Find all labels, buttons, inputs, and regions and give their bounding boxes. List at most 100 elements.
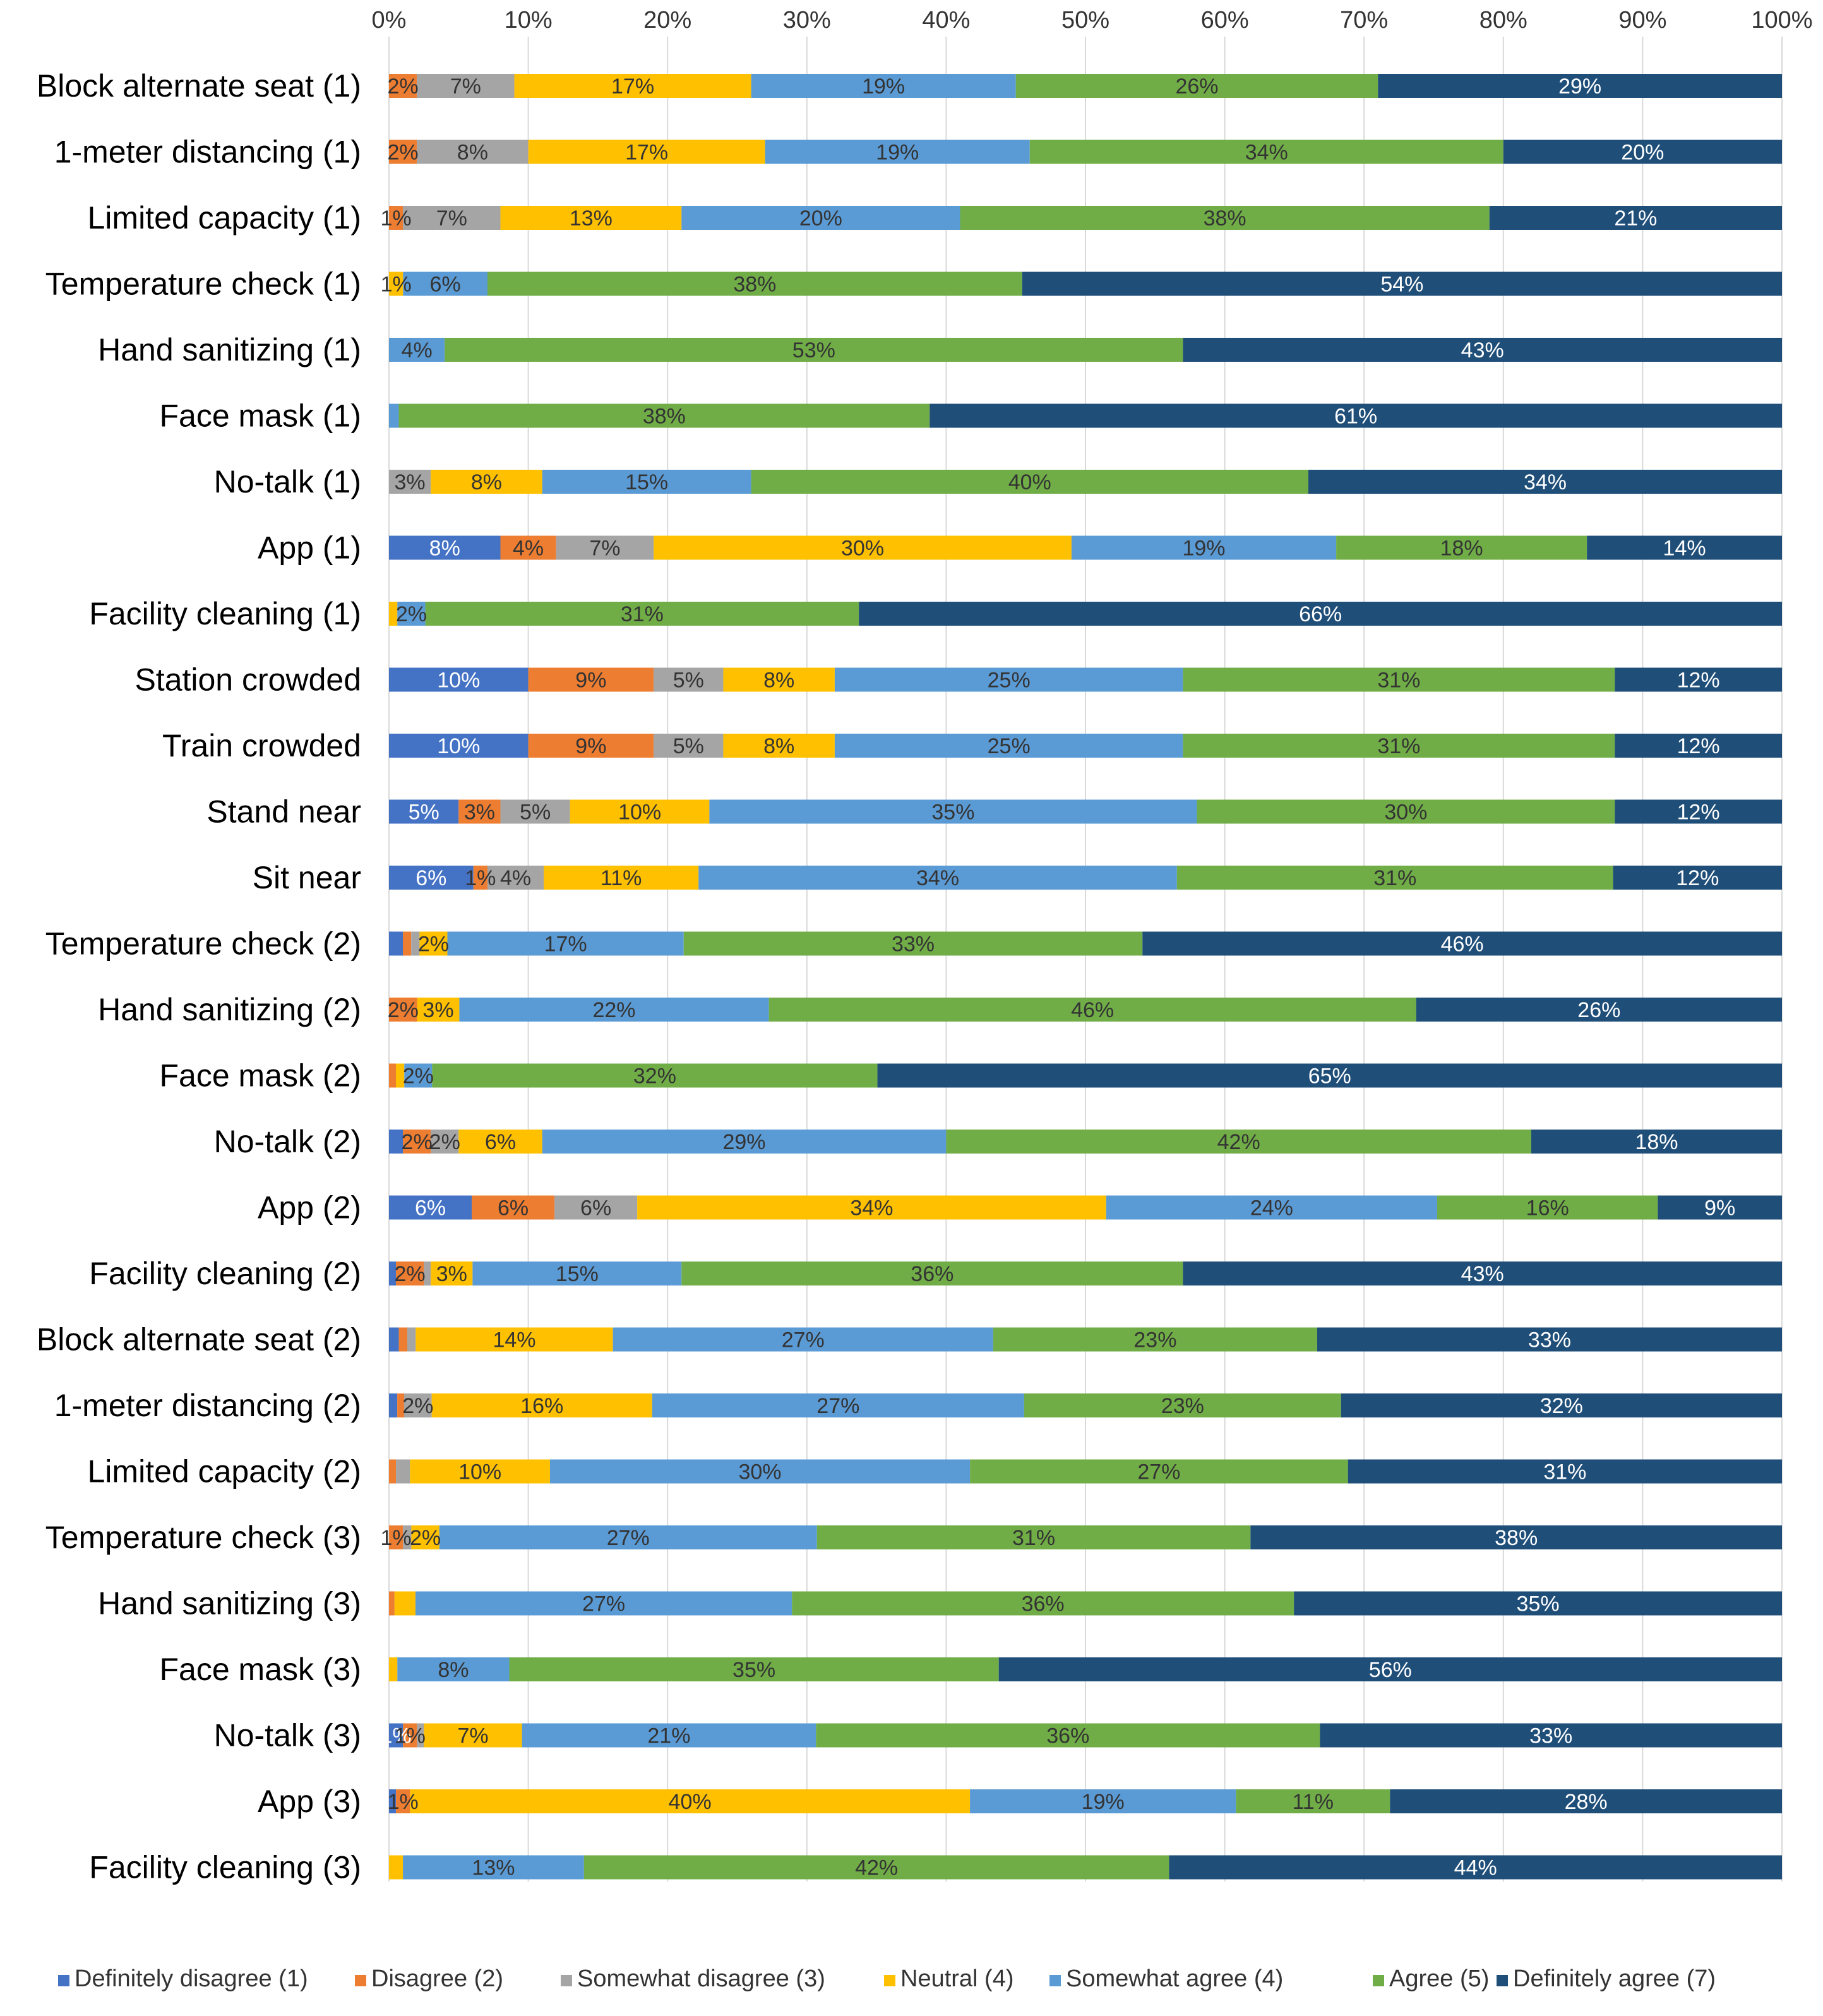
legend-label: Disagree (2) bbox=[371, 1965, 503, 1992]
bar-segment bbox=[946, 1130, 1531, 1154]
x-tick-label: 10% bbox=[505, 7, 553, 33]
legend: Definitely disagree (1) Disagree (2) Somew… bbox=[58, 1965, 1716, 1992]
category-label: Limited capacity (2) bbox=[88, 1454, 362, 1489]
category-label: Sit near bbox=[253, 860, 361, 895]
legend-swatch bbox=[1497, 1975, 1508, 1986]
data-label: 53% bbox=[792, 338, 835, 362]
data-label: 30% bbox=[841, 537, 884, 561]
data-label: 34% bbox=[850, 1196, 893, 1220]
bar-segment bbox=[768, 998, 1416, 1022]
x-tick-label: 0% bbox=[372, 7, 407, 33]
bar-segment bbox=[613, 1327, 993, 1352]
data-label: 38% bbox=[1495, 1526, 1538, 1550]
data-label: 5% bbox=[520, 801, 551, 825]
bar-segment bbox=[415, 1591, 792, 1616]
data-label: 6% bbox=[580, 1196, 611, 1220]
data-label: 9% bbox=[575, 669, 606, 693]
data-label: 11% bbox=[601, 866, 642, 890]
data-label: 1% bbox=[381, 273, 412, 297]
bar-segment bbox=[1294, 1591, 1782, 1616]
x-tick-label: 20% bbox=[643, 7, 691, 33]
bar-segment bbox=[389, 140, 417, 164]
bar-segment bbox=[1341, 1393, 1782, 1417]
data-label: 2% bbox=[387, 141, 418, 165]
data-label: 27% bbox=[582, 1592, 625, 1616]
data-label: 8% bbox=[429, 537, 460, 561]
x-tick-label: 80% bbox=[1479, 7, 1527, 33]
bar-segment bbox=[500, 535, 556, 560]
bar-segment bbox=[447, 931, 684, 956]
bar-segment bbox=[877, 1063, 1782, 1088]
data-label: 31% bbox=[1377, 734, 1420, 758]
category-label: Facility cleaning (2) bbox=[89, 1256, 361, 1291]
bar-segment bbox=[389, 1063, 397, 1088]
category-label: Facility cleaning (3) bbox=[89, 1850, 361, 1885]
bar-segment bbox=[389, 470, 431, 494]
bar-segment bbox=[404, 1393, 432, 1417]
bar-segment bbox=[528, 140, 765, 164]
data-label: 8% bbox=[438, 1658, 469, 1682]
bar-segment bbox=[396, 1459, 410, 1484]
bar-segment bbox=[389, 998, 417, 1022]
bar-segment bbox=[500, 799, 570, 824]
data-label: 12% bbox=[1677, 801, 1720, 825]
data-label: 3% bbox=[464, 801, 495, 825]
data-label: 1% bbox=[381, 1526, 412, 1550]
bar-segment bbox=[389, 74, 417, 98]
bar-segment bbox=[522, 1723, 816, 1748]
bar-segment bbox=[389, 1195, 472, 1220]
bar-segment bbox=[397, 1657, 510, 1681]
bar-segment bbox=[792, 1591, 1294, 1616]
data-label: 19% bbox=[862, 75, 905, 98]
bar-segment bbox=[751, 74, 1016, 98]
bar-segment bbox=[389, 1657, 398, 1681]
data-label: 16% bbox=[520, 1394, 563, 1418]
bar-segment bbox=[389, 1393, 398, 1417]
data-label: 30% bbox=[738, 1460, 781, 1484]
data-label: 6% bbox=[498, 1196, 529, 1220]
bar-segment bbox=[389, 931, 403, 956]
bar-segment bbox=[431, 1393, 652, 1417]
bar-segment bbox=[816, 1723, 1320, 1748]
bar-segment bbox=[998, 1657, 1782, 1681]
bar-segment bbox=[1615, 667, 1782, 692]
data-label: 20% bbox=[799, 206, 842, 230]
bar-segment bbox=[389, 1591, 395, 1616]
data-label: 31% bbox=[1377, 669, 1420, 693]
bar-segment bbox=[1142, 931, 1782, 956]
bar-segment bbox=[1489, 206, 1782, 230]
bar-segment bbox=[554, 1195, 638, 1220]
data-label: 24% bbox=[1250, 1196, 1293, 1220]
category-label: Temperature check (1) bbox=[45, 266, 361, 302]
data-label: 26% bbox=[1175, 75, 1218, 98]
bar-segment bbox=[681, 1261, 1183, 1285]
bar-segment bbox=[709, 799, 1197, 824]
bar-segment bbox=[403, 271, 487, 296]
data-label: 43% bbox=[1461, 1262, 1504, 1286]
data-label: 38% bbox=[733, 273, 776, 297]
bar-segment bbox=[681, 206, 960, 230]
data-labels: 2% 7% 17% 19% 26% 29% 2% 8% 17% 19% 34% 20% 1% 7% 13% 2… bbox=[380, 75, 1735, 1880]
data-label: 12% bbox=[1677, 669, 1720, 693]
bar-segment bbox=[415, 1327, 613, 1352]
bar-segment bbox=[403, 1855, 584, 1880]
category-label: Train crowded bbox=[162, 728, 361, 763]
bar-segment bbox=[528, 734, 654, 758]
x-tick-label: 70% bbox=[1340, 7, 1388, 33]
data-label: 8% bbox=[763, 734, 794, 758]
bar-segment bbox=[1022, 271, 1782, 296]
data-label: 10% bbox=[437, 669, 480, 693]
bar-segment bbox=[970, 1789, 1236, 1813]
data-label: 1% bbox=[395, 1724, 426, 1748]
legend-swatch bbox=[1049, 1975, 1061, 1986]
data-label: 5% bbox=[409, 801, 439, 825]
data-label: 4% bbox=[513, 537, 544, 561]
bar-segment bbox=[993, 1327, 1317, 1352]
data-label: 11% bbox=[1293, 1790, 1334, 1814]
data-label: 33% bbox=[892, 933, 935, 957]
data-label: 35% bbox=[931, 801, 974, 825]
data-label: 2% bbox=[395, 1262, 426, 1286]
bar-segment bbox=[1015, 74, 1378, 98]
bar-segment bbox=[431, 1261, 473, 1285]
data-label: 38% bbox=[1204, 206, 1246, 230]
